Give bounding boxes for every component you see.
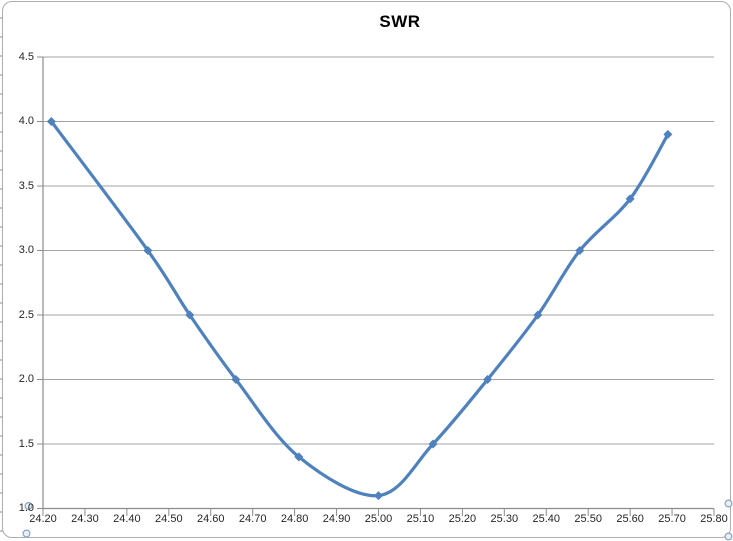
x-axis-label[interactable]: 25.70 [658, 513, 686, 525]
x-axis-label[interactable]: 24.70 [238, 513, 267, 525]
data-point-marker[interactable] [428, 439, 438, 449]
data-point-marker[interactable] [374, 491, 383, 501]
selection-handle[interactable] [22, 529, 31, 538]
x-axis-label[interactable]: 25.10 [406, 513, 435, 525]
data-point-marker[interactable] [575, 246, 585, 255]
data-point-marker[interactable] [663, 129, 673, 139]
x-axis-label[interactable]: 24.50 [155, 513, 183, 525]
x-axis-label[interactable]: 25.50 [574, 513, 602, 525]
x-axis-label[interactable]: 25.40 [532, 513, 561, 525]
selection-handle[interactable] [24, 502, 33, 511]
y-axis-label[interactable]: 4.5 [18, 50, 34, 63]
worksheet-gridlines [0, 0, 3, 541]
axis-lines[interactable] [42, 57, 714, 510]
swr-series[interactable] [46, 117, 673, 501]
y-axis-label[interactable]: 4.0 [18, 115, 34, 127]
x-axis-label[interactable]: 24.80 [280, 513, 309, 525]
axis-selection-handles[interactable] [22, 499, 733, 541]
y-axis-label[interactable]: 1.0 [18, 502, 34, 514]
y-axis-label[interactable]: 3.0 [18, 244, 34, 256]
y-axis-label[interactable]: 2.5 [18, 308, 34, 321]
x-axis-label[interactable]: 25.20 [448, 513, 477, 525]
x-axis-label[interactable]: 25.30 [490, 513, 519, 525]
selection-handle[interactable] [724, 499, 733, 508]
selection-handle[interactable] [724, 532, 733, 541]
x-axis-label[interactable]: 24.40 [113, 513, 141, 525]
data-point-marker[interactable] [231, 375, 241, 384]
axis-tick-marks [37, 56, 715, 516]
x-axis-label[interactable]: 25.80 [700, 513, 728, 525]
data-point-marker[interactable] [483, 375, 493, 384]
data-point-marker[interactable] [294, 452, 304, 462]
data-point-marker[interactable] [46, 117, 56, 126]
data-point-marker[interactable] [533, 310, 543, 320]
data-point-marker[interactable] [143, 246, 153, 255]
data-point-marker[interactable] [625, 194, 635, 204]
data-point-marker[interactable] [185, 310, 195, 320]
x-axis-label[interactable]: 24.90 [322, 513, 351, 525]
x-axis-label[interactable]: 24.60 [196, 513, 225, 525]
chart-title[interactable]: SWR [379, 12, 421, 31]
gridlines [43, 56, 714, 445]
x-axis-label[interactable]: 24.30 [71, 513, 99, 525]
y-axis-label[interactable]: 1.5 [18, 437, 34, 450]
x-axis-label[interactable]: 25.60 [616, 513, 644, 525]
y-axis-label[interactable]: 2.0 [18, 373, 34, 385]
swr-series-line[interactable] [49, 119, 670, 498]
x-axis-label[interactable]: 24.20 [29, 513, 57, 525]
x-axis-label[interactable]: 25.00 [364, 513, 393, 525]
y-axis-label[interactable]: 3.5 [18, 179, 34, 192]
